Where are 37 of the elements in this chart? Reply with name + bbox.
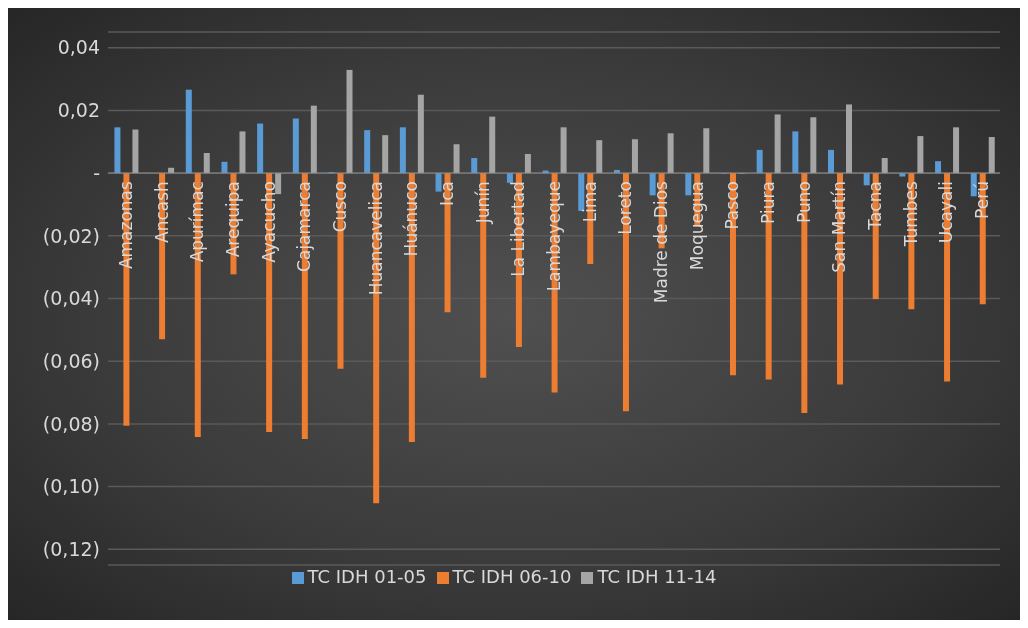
x-tick-label: Piura [758,181,779,224]
x-tick-label: Lambayeque [544,181,564,292]
x-tick-label: Tacna [865,181,886,231]
x-tick-label: Apurímac [187,181,208,263]
x-tick-label: Huancavelica [365,181,386,296]
y-tick-label: - [93,161,100,184]
y-tick-label: (0,02) [42,224,100,247]
y-tick-label: (0,10) [42,475,100,498]
x-tick-label: Puno [793,181,814,223]
x-tick-label: Moquegua [686,181,707,271]
y-tick-label: (0,12) [42,538,100,561]
x-tick-label: Ancash [151,181,172,243]
legend-label: TC IDH 06-10 [452,566,572,587]
legend-label: TC IDH 11-14 [597,566,717,587]
x-tick-label: Ayacucho [258,181,279,263]
x-tick-label: Ica [436,181,457,206]
x-tick-label: Loreto [615,181,636,235]
x-tick-label: Huánuco [401,181,422,257]
x-tick-label: Madre de Dios [651,180,672,304]
x-tick-label: San Martín [829,181,850,273]
x-tick-label: Cusco [329,181,350,233]
x-tick-label: Perú [972,181,993,219]
x-tick-label: Amazonas [115,180,136,270]
x-tick-label: Ucayali [936,181,957,244]
legend-label: TC IDH 01-05 [307,566,427,587]
y-tick-label: 0,02 [57,99,100,122]
x-tick-label: Cajamarca [294,181,315,272]
y-tick-label: (0,08) [42,412,100,435]
x-tick-label: Arequipa [222,181,243,258]
x-tick-label: Lima [579,181,600,223]
x-tick-label: Tumbes [900,180,921,248]
x-tick-label: Pasco [722,181,743,230]
y-tick-label: (0,06) [42,349,100,372]
x-tick-label: Junín [472,181,493,225]
y-tick-label: (0,04) [42,287,100,310]
y-tick-label: 0,04 [57,36,100,59]
x-tick-label: La Libertad [508,181,529,277]
